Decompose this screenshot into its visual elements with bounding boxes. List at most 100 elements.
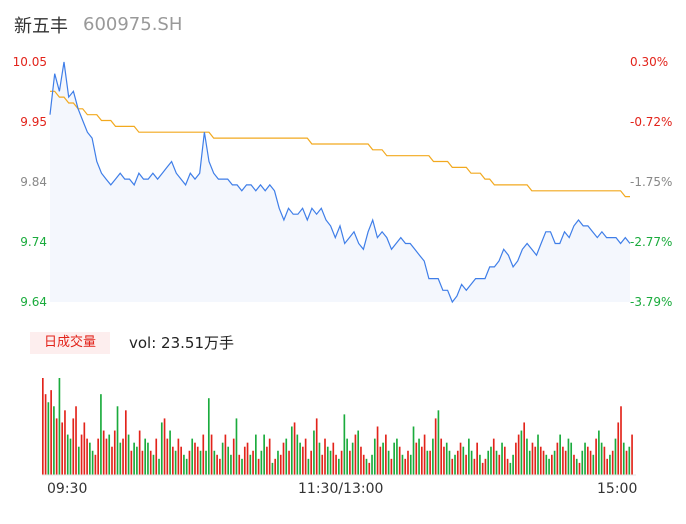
pct-label-4: -2.77% xyxy=(630,235,673,249)
volume-bar xyxy=(451,458,454,475)
stock-code: 600975.SH xyxy=(83,14,183,35)
volume-bar xyxy=(545,454,548,475)
volume-bar xyxy=(315,418,318,475)
volume-bar xyxy=(573,454,575,475)
volume-bar xyxy=(575,458,578,475)
volume-bar xyxy=(492,438,495,476)
price-label-top: 10.05 xyxy=(12,55,47,69)
volume-bar xyxy=(625,450,628,475)
volume-bar xyxy=(551,454,553,475)
volume-bar xyxy=(282,442,285,475)
volume-bar xyxy=(412,426,415,475)
volume-bar xyxy=(581,450,584,475)
volume-bar xyxy=(362,454,365,475)
volume-bar xyxy=(595,438,597,476)
volume-bar xyxy=(91,450,94,475)
volume-tab[interactable]: 日成交量 xyxy=(30,332,110,354)
volume-bar xyxy=(534,446,537,475)
volume-bar xyxy=(266,446,268,475)
volume-bar xyxy=(141,450,144,475)
volume-bar xyxy=(163,418,166,475)
volume-bar xyxy=(614,438,617,476)
volume-bar xyxy=(379,446,382,475)
volume-bar xyxy=(338,458,340,475)
volume-bar xyxy=(138,430,141,475)
volume-bar xyxy=(207,398,210,475)
volume-bar xyxy=(310,450,312,475)
volume-bar xyxy=(290,426,293,475)
pct-label-mid: -1.75% xyxy=(630,175,673,189)
volume-bar xyxy=(174,450,177,475)
time-label-open: 09:30 xyxy=(47,481,88,497)
volume-bar xyxy=(53,406,55,475)
volume-bar xyxy=(603,446,606,475)
price-area xyxy=(50,62,630,302)
price-label-4: 9.74 xyxy=(20,235,47,249)
volume-bar xyxy=(42,378,44,475)
volume-bar xyxy=(564,450,567,475)
volume-bar xyxy=(133,442,135,475)
volume-bar xyxy=(562,446,564,475)
volume-bar xyxy=(393,442,395,475)
volume-bar xyxy=(349,450,351,475)
volume-bar xyxy=(304,438,307,476)
volume-bar xyxy=(188,450,191,475)
volume-bar xyxy=(620,406,622,475)
volume-bar xyxy=(268,438,271,476)
volume-bar xyxy=(531,442,534,475)
volume-bar xyxy=(66,434,69,475)
volume-bar xyxy=(570,442,573,475)
volume-bar xyxy=(224,434,227,475)
volume-bar xyxy=(160,422,163,475)
volume-bar xyxy=(75,406,77,475)
volume-bar xyxy=(548,458,550,475)
volume-bar xyxy=(454,454,456,475)
volume-bar xyxy=(183,454,185,475)
volume-bar xyxy=(299,442,301,475)
volume-bar xyxy=(515,442,517,475)
volume-bar xyxy=(116,406,119,475)
volume-bar xyxy=(194,442,196,475)
volume-bar xyxy=(360,446,362,475)
volume-bar xyxy=(108,434,111,475)
volume-bar xyxy=(332,442,335,475)
volume-bar xyxy=(371,454,373,475)
volume-bar xyxy=(396,438,398,476)
volume-bar xyxy=(260,450,263,475)
volume-bar xyxy=(390,458,393,475)
volume-bar xyxy=(246,442,249,475)
volume-bar xyxy=(528,450,531,475)
volume-bar xyxy=(476,442,478,475)
volume-bar xyxy=(542,450,545,475)
volume-bar xyxy=(147,442,149,475)
volume-bar xyxy=(44,394,47,475)
volume-bar xyxy=(58,378,61,475)
volume-bar xyxy=(166,438,169,476)
stock-name: 新五丰 xyxy=(14,16,68,37)
volume-bar xyxy=(415,442,418,475)
volume-bar xyxy=(324,438,326,476)
volume-bar xyxy=(465,454,467,475)
volume-bar xyxy=(539,446,542,475)
price-label-mid: 9.84 xyxy=(20,175,47,189)
volume-bar xyxy=(307,458,310,475)
volume-bar xyxy=(180,446,182,475)
volume-bar xyxy=(578,462,581,476)
volume-bar xyxy=(437,410,440,475)
volume-bar xyxy=(611,450,614,475)
volume-bar xyxy=(293,422,296,475)
volume-bar xyxy=(385,434,387,475)
volume-bar xyxy=(144,438,147,476)
volume-bar xyxy=(448,450,451,475)
volume-bar xyxy=(445,442,448,475)
volume-bar xyxy=(94,454,97,475)
volume-bar xyxy=(130,450,133,475)
volume-bar xyxy=(586,446,589,475)
volume-bar xyxy=(119,442,122,475)
volume-bar xyxy=(329,450,332,475)
volume-bar xyxy=(205,450,207,475)
volume-bar xyxy=(169,430,171,475)
volume-bar xyxy=(122,438,124,476)
volume-bar xyxy=(318,442,321,475)
volume-bar xyxy=(340,450,343,475)
